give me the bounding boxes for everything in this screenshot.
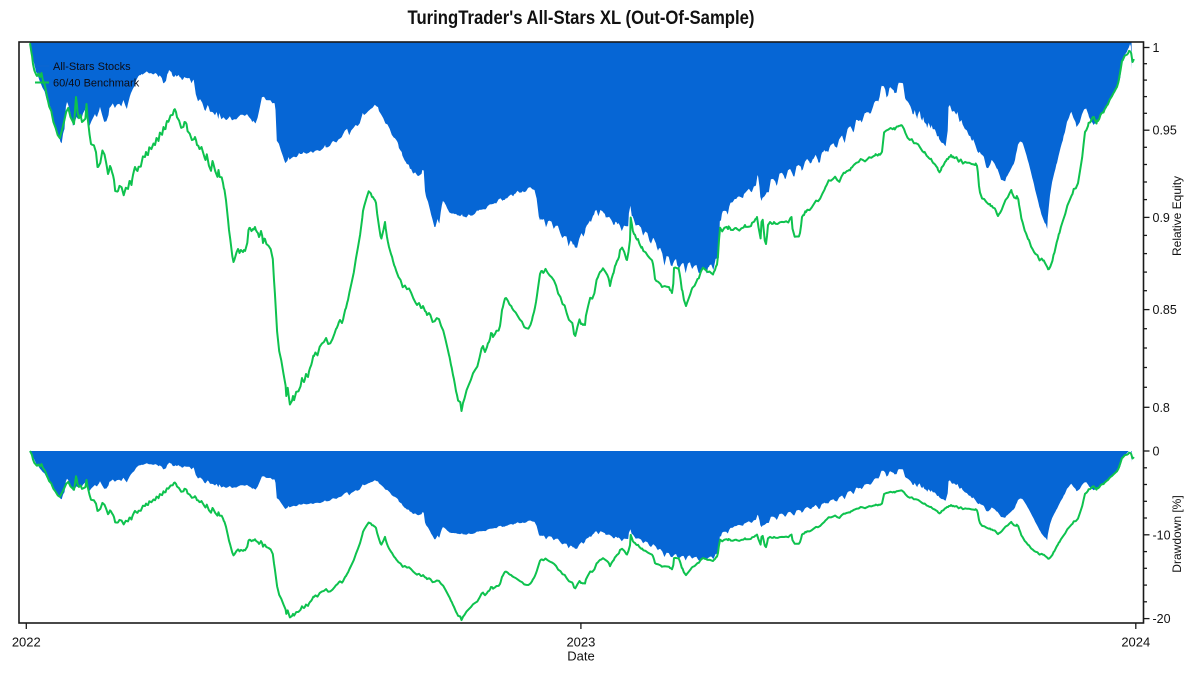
svg-text:0.95: 0.95	[1153, 124, 1177, 138]
svg-text:Date: Date	[567, 649, 594, 664]
svg-text:-20: -20	[1153, 612, 1171, 626]
svg-text:0.9: 0.9	[1153, 211, 1170, 225]
svg-text:2023: 2023	[566, 635, 595, 650]
svg-text:1: 1	[1153, 41, 1160, 55]
svg-text:0.85: 0.85	[1153, 303, 1177, 317]
svg-text:60/40 Benchmark: 60/40 Benchmark	[53, 78, 140, 90]
svg-text:TuringTrader's All-Stars XL (O: TuringTrader's All-Stars XL (Out-Of-Samp…	[408, 8, 755, 29]
svg-text:-10: -10	[1153, 528, 1171, 542]
svg-text:2022: 2022	[12, 635, 41, 650]
svg-text:All-Stars Stocks: All-Stars Stocks	[53, 61, 131, 73]
svg-text:Drawdown [%]: Drawdown [%]	[1170, 495, 1184, 572]
svg-text:0: 0	[1153, 445, 1160, 459]
svg-text:0.8: 0.8	[1153, 401, 1170, 415]
svg-text:2024: 2024	[1121, 635, 1150, 650]
svg-text:Relative Equity: Relative Equity	[1170, 176, 1184, 256]
